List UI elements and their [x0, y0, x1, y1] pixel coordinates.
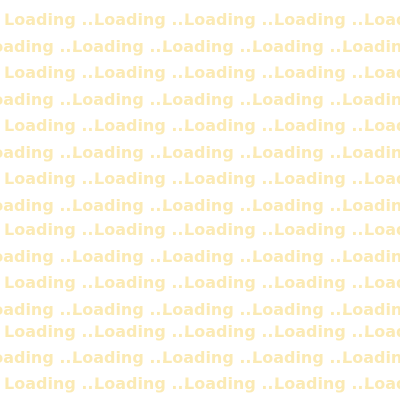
loading-label: Loading ... [94, 169, 190, 188]
loading-label: Loading ... [0, 247, 78, 266]
loading-label: Loading ... [94, 63, 190, 82]
loading-text-row: Loading ...Loading ...Loading ...Loading… [0, 300, 400, 320]
loading-text-row: Loading ...Loading ...Loading ...Loading… [0, 143, 400, 163]
loading-label: Loading ... [274, 169, 370, 188]
loading-label: Loading ... [94, 322, 190, 341]
loading-label: Loading ... [4, 273, 100, 292]
loading-label: Loading ... [94, 116, 190, 135]
loading-label: Loading ... [252, 37, 348, 56]
loading-text-row: Loading ...Loading ...Loading ...Loading… [0, 37, 400, 57]
loading-label: Loading ... [4, 169, 100, 188]
loading-label: Loading ... [274, 10, 370, 29]
loading-label: Loading ... [4, 220, 100, 239]
loading-text-row: Loading ...Loading ...Loading ...Loading… [0, 196, 400, 216]
loading-label: Loading ... [184, 374, 280, 393]
loading-label: Loading ... [4, 322, 100, 341]
loading-label: Loading ... [274, 374, 370, 393]
loading-label: Loading ... [252, 300, 348, 319]
loading-label: Loading ... [342, 143, 400, 162]
loading-label: Loading ... [94, 374, 190, 393]
loading-label: Loading ... [364, 116, 400, 135]
loading-label: Loading ... [162, 196, 258, 215]
loading-label: Loading ... [184, 273, 280, 292]
loading-label: Loading ... [342, 37, 400, 56]
loading-text-row: Loading ...Loading ...Loading ...Loading… [4, 273, 400, 293]
loading-label: Loading ... [162, 348, 258, 367]
loading-label: Loading ... [364, 10, 400, 29]
loading-label: Loading ... [72, 247, 168, 266]
loading-label: Loading ... [252, 143, 348, 162]
loading-label: Loading ... [342, 300, 400, 319]
loading-label: Loading ... [342, 196, 400, 215]
loading-label: Loading ... [72, 348, 168, 367]
loading-label: Loading ... [0, 196, 78, 215]
loading-label: Loading ... [184, 169, 280, 188]
loading-label: Loading ... [274, 63, 370, 82]
loading-label: Loading ... [184, 10, 280, 29]
loading-label: Loading ... [184, 322, 280, 341]
loading-label: Loading ... [72, 300, 168, 319]
loading-label: Loading ... [72, 37, 168, 56]
loading-label: Loading ... [252, 90, 348, 109]
loading-text-row: Loading ...Loading ...Loading ...Loading… [4, 63, 400, 83]
loading-label: Loading ... [274, 322, 370, 341]
loading-label: Loading ... [0, 348, 78, 367]
loading-label: Loading ... [184, 63, 280, 82]
loading-label: Loading ... [364, 322, 400, 341]
loading-label: Loading ... [364, 63, 400, 82]
loading-text-row: Loading ...Loading ...Loading ...Loading… [4, 116, 400, 136]
loading-label: Loading ... [94, 273, 190, 292]
loading-text-row: Loading ...Loading ...Loading ...Loading… [4, 322, 400, 342]
loading-label: Loading ... [0, 37, 78, 56]
loading-label: Loading ... [252, 196, 348, 215]
loading-label: Loading ... [184, 116, 280, 135]
loading-text-row: Loading ...Loading ...Loading ...Loading… [4, 169, 400, 189]
loading-text-row: Loading ...Loading ...Loading ...Loading… [0, 90, 400, 110]
loading-label: Loading ... [72, 196, 168, 215]
loading-label: Loading ... [4, 10, 100, 29]
loading-label: Loading ... [4, 374, 100, 393]
loading-text-row: Loading ...Loading ...Loading ...Loading… [4, 374, 400, 394]
loading-text-row: Loading ...Loading ...Loading ...Loading… [4, 220, 400, 240]
loading-label: Loading ... [72, 90, 168, 109]
loading-label: Loading ... [94, 10, 190, 29]
loading-label: Loading ... [364, 220, 400, 239]
loading-label: Loading ... [342, 348, 400, 367]
loading-label: Loading ... [0, 300, 78, 319]
loading-label: Loading ... [0, 143, 78, 162]
loading-label: Loading ... [342, 247, 400, 266]
loading-label: Loading ... [364, 374, 400, 393]
loading-text-row: Loading ...Loading ...Loading ...Loading… [0, 247, 400, 267]
loading-label: Loading ... [342, 90, 400, 109]
loading-label: Loading ... [364, 273, 400, 292]
loading-label: Loading ... [364, 169, 400, 188]
loading-label: Loading ... [274, 220, 370, 239]
loading-label: Loading ... [252, 348, 348, 367]
loading-label: Loading ... [274, 273, 370, 292]
loading-label: Loading ... [162, 300, 258, 319]
loading-label: Loading ... [4, 63, 100, 82]
loading-label: Loading ... [184, 220, 280, 239]
loading-label: Loading ... [162, 143, 258, 162]
loading-label: Loading ... [0, 90, 78, 109]
loading-label: Loading ... [72, 143, 168, 162]
loading-text-row: Loading ...Loading ...Loading ...Loading… [4, 10, 400, 30]
loading-text-row: Loading ...Loading ...Loading ...Loading… [0, 348, 400, 368]
loading-label: Loading ... [274, 116, 370, 135]
loading-label: Loading ... [94, 220, 190, 239]
loading-label: Loading ... [162, 37, 258, 56]
loading-label: Loading ... [252, 247, 348, 266]
loading-label: Loading ... [4, 116, 100, 135]
loading-label: Loading ... [162, 90, 258, 109]
loading-label: Loading ... [162, 247, 258, 266]
